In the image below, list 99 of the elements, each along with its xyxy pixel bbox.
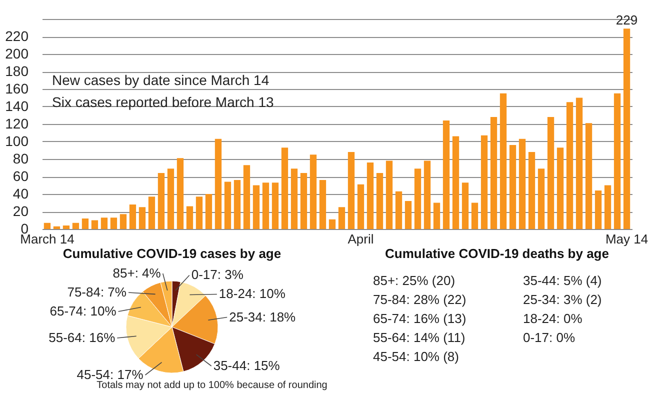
bar — [148, 196, 156, 229]
y-tick-label: 80 — [12, 150, 29, 166]
bar — [281, 148, 288, 229]
text: Totals may not add up to 100% because of rounding — [96, 380, 328, 391]
bar — [186, 206, 194, 229]
x-tick-label: May 14 — [605, 232, 648, 246]
text: 18-24: 0% — [523, 311, 583, 326]
bar — [129, 204, 136, 229]
bar — [528, 152, 536, 229]
y-tick-label: 100 — [5, 133, 29, 149]
bar — [100, 218, 108, 229]
annotation: New cases by date since March 14 — [52, 72, 270, 88]
y-tick-label: 220 — [5, 28, 29, 44]
bar — [585, 123, 592, 229]
bar — [224, 182, 232, 229]
bar — [424, 160, 431, 229]
text: 85+: 25% (20) — [373, 273, 456, 288]
bar — [300, 173, 308, 229]
bar — [366, 162, 374, 229]
bar — [62, 226, 70, 229]
y-tick-label: 120 — [5, 116, 29, 132]
bar — [462, 182, 469, 229]
chart-title: Cumulative COVID-19 cases by age — [62, 246, 282, 261]
y-tick-label: 20 — [12, 203, 29, 219]
bar — [500, 93, 507, 229]
bar — [566, 102, 574, 229]
bar — [252, 185, 260, 229]
bar — [53, 226, 60, 229]
text: 75-84: 28% (22) — [373, 292, 466, 307]
bar — [243, 165, 250, 229]
bar — [262, 182, 270, 229]
bar — [414, 168, 422, 229]
bar — [120, 214, 127, 229]
bar — [442, 120, 450, 229]
slice-label: 85+: 4% — [112, 265, 162, 280]
bar — [348, 152, 355, 229]
slice-label: 45-54: 17% — [76, 367, 144, 382]
bar — [319, 180, 326, 229]
bar — [196, 196, 203, 229]
bar — [82, 218, 89, 229]
bar — [395, 191, 402, 229]
bar — [91, 220, 98, 229]
bar — [614, 93, 621, 229]
bar — [480, 135, 488, 229]
text: 45-54: 10% (8) — [373, 349, 459, 364]
bar — [471, 202, 478, 229]
slice-label: 55-64: 16% — [48, 330, 116, 345]
bar — [214, 138, 222, 229]
bar — [72, 222, 80, 229]
bar — [272, 182, 279, 229]
slice-label: 35-44: 15% — [213, 358, 280, 374]
slice-label: 65-74: 10% — [50, 303, 117, 318]
bar — [234, 180, 241, 229]
bar — [167, 168, 174, 229]
x-tick-label: April — [348, 232, 374, 246]
bar — [110, 218, 118, 229]
bar — [404, 201, 412, 229]
bar — [176, 158, 184, 229]
bar — [328, 219, 336, 229]
y-tick-label: 40 — [12, 186, 29, 202]
y-tick-label: 160 — [5, 80, 29, 96]
y-tick-label: 200 — [5, 46, 29, 62]
bar — [547, 117, 554, 229]
bar — [556, 148, 564, 229]
text: 55-64: 14% (11) — [373, 330, 466, 345]
bar — [604, 185, 612, 229]
text: 65-74: 16% (13) — [373, 311, 466, 326]
slice-label: 75-84: 7% — [67, 284, 127, 300]
text: 25-34: 3% (2) — [523, 292, 602, 307]
bar — [538, 168, 545, 229]
bar — [433, 202, 440, 229]
slice-label: 25-34: 18% — [229, 309, 296, 324]
text: 35-44: 5% (4) — [523, 273, 602, 288]
bar — [594, 190, 602, 229]
text: Cumulative COVID-19 deaths by age — [385, 246, 609, 261]
text: 0-17: 0% — [523, 330, 576, 345]
bar — [338, 207, 346, 229]
bar — [290, 168, 298, 229]
bar — [509, 145, 516, 229]
bar — [376, 173, 384, 229]
bar — [452, 136, 460, 229]
bar — [623, 28, 630, 229]
bar — [44, 222, 51, 229]
annotation: Six cases reported before March 13 — [52, 94, 274, 110]
bar — [205, 194, 212, 229]
y-tick-label: 180 — [5, 63, 29, 79]
bar — [310, 154, 317, 229]
bar — [357, 184, 364, 229]
bar — [158, 173, 165, 229]
bar — [576, 98, 583, 229]
bar — [386, 160, 393, 229]
slice-label: 0-17: 3% — [191, 267, 244, 282]
y-tick-label: 60 — [12, 168, 29, 184]
bar — [138, 207, 146, 229]
bar — [490, 117, 498, 229]
data-label: 229 — [616, 12, 638, 28]
y-tick-label: 140 — [5, 98, 29, 114]
slice-label: 18-24: 10% — [218, 286, 286, 302]
bar — [518, 138, 526, 229]
